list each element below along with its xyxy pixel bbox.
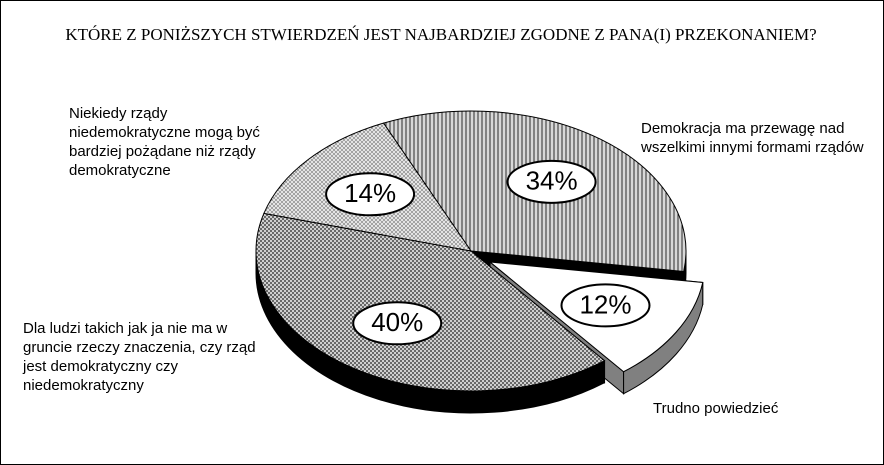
value-label-oval [560, 283, 651, 328]
chart-title: KTÓRE Z PONIŻSZYCH STWIERDZEŃ JEST NAJBA… [65, 25, 817, 44]
value-label-oval [325, 172, 416, 217]
slice [255, 212, 606, 392]
category-label: Demokracja ma przewagę nad wszelkimi inn… [641, 120, 864, 156]
category-label: Niekiedy rządy niedemokratyczne mogą być… [69, 105, 260, 179]
value-label-oval [352, 301, 443, 346]
category-label: Trudno powiedzieć [653, 400, 779, 417]
value-label: 12% [579, 289, 631, 319]
value-label: 14% [344, 178, 396, 208]
value-label-oval [506, 159, 597, 204]
value-label: 34% [526, 166, 578, 196]
value-label: 40% [371, 307, 423, 337]
category-label: Dla ludzi takich jak ja nie ma w gruncie… [23, 320, 256, 394]
